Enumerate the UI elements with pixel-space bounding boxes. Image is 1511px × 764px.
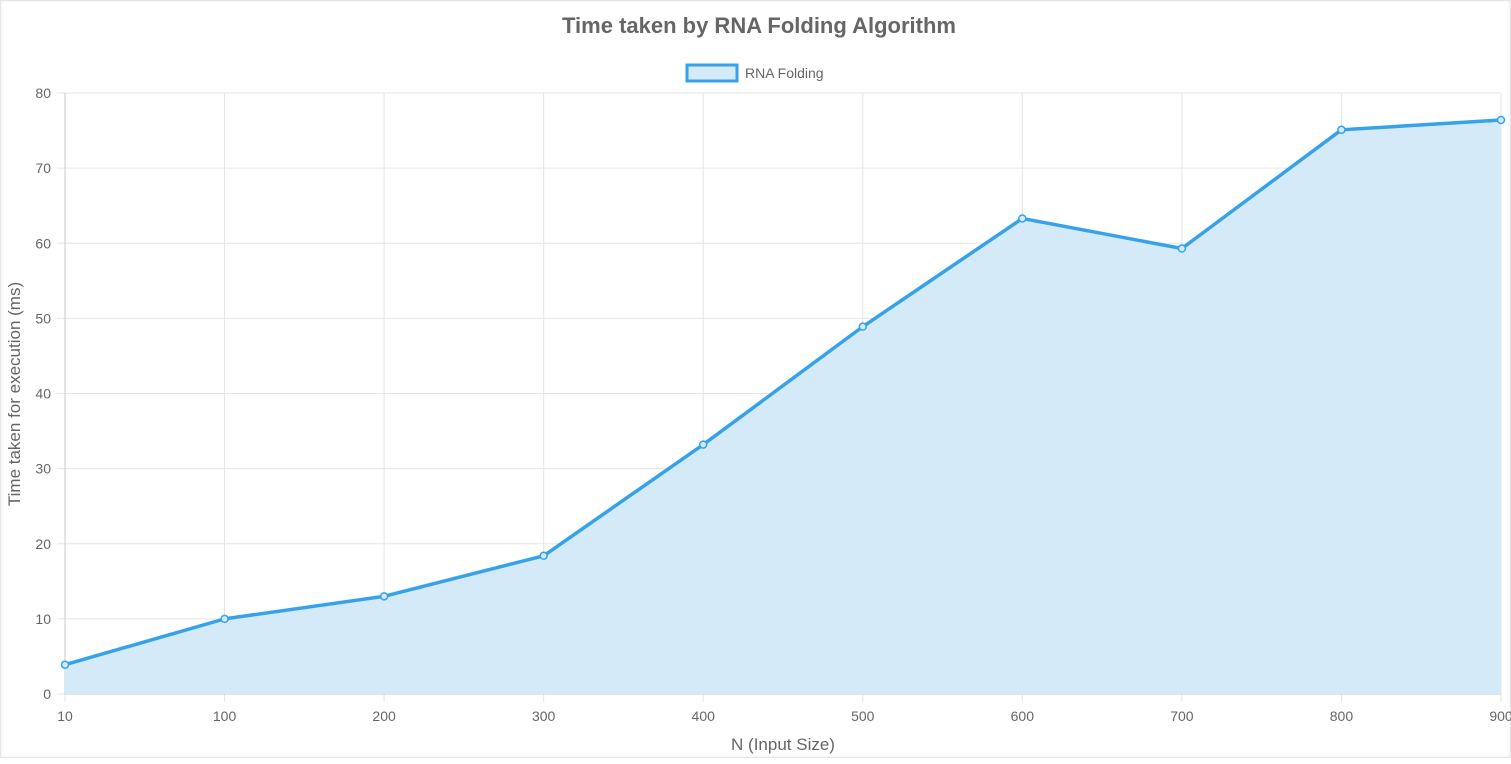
x-tick-label: 100 bbox=[213, 708, 237, 724]
x-tick-label: 300 bbox=[532, 708, 556, 724]
x-tick-label: 700 bbox=[1170, 708, 1194, 724]
data-point[interactable] bbox=[698, 440, 708, 449]
x-tick-label: 800 bbox=[1330, 708, 1354, 724]
legend-swatch bbox=[685, 63, 739, 83]
x-tick-label: 900 bbox=[1489, 708, 1511, 724]
x-tick-label: 600 bbox=[1011, 708, 1035, 724]
data-point[interactable] bbox=[1496, 115, 1506, 125]
x-tick-label: 400 bbox=[692, 708, 716, 724]
y-axis-ticks: 0 10 20 30 40 50 60 70 80 bbox=[35, 85, 51, 702]
plot-area bbox=[60, 115, 1506, 695]
legend-label: RNA Folding bbox=[745, 65, 824, 81]
data-point[interactable] bbox=[858, 322, 868, 331]
legend[interactable]: RNA Folding bbox=[685, 63, 824, 83]
chart-title: Time taken by RNA Folding Algorithm bbox=[562, 13, 956, 38]
x-axis-ticks: 10 100 200 300 400 500 600 700 800 900 bbox=[57, 708, 1511, 724]
x-tick-label: 200 bbox=[372, 708, 396, 724]
y-axis-label: Time taken for execution (ms) bbox=[5, 282, 24, 506]
data-point[interactable] bbox=[220, 614, 229, 624]
y-tick-label: 60 bbox=[35, 235, 51, 251]
x-tick-label: 500 bbox=[851, 708, 875, 724]
x-tick-label: 10 bbox=[57, 708, 73, 724]
series-area-fill bbox=[65, 120, 1501, 695]
y-tick-label: 30 bbox=[35, 461, 51, 477]
data-point[interactable] bbox=[1018, 214, 1027, 223]
y-tick-label: 70 bbox=[35, 160, 51, 176]
y-tick-label: 40 bbox=[35, 386, 51, 402]
y-tick-label: 80 bbox=[35, 85, 51, 101]
data-point[interactable] bbox=[1337, 125, 1346, 135]
y-tick-label: 10 bbox=[35, 611, 51, 627]
data-point[interactable] bbox=[379, 592, 389, 601]
y-tick-label: 0 bbox=[43, 686, 51, 702]
series-line bbox=[64, 118, 1502, 667]
data-point[interactable] bbox=[60, 660, 70, 669]
data-point[interactable] bbox=[1177, 244, 1187, 253]
data-point[interactable] bbox=[539, 551, 548, 561]
x-axis-label: N (Input Size) bbox=[731, 735, 835, 754]
y-tick-label: 50 bbox=[35, 310, 51, 326]
y-tick-label: 20 bbox=[35, 536, 51, 552]
